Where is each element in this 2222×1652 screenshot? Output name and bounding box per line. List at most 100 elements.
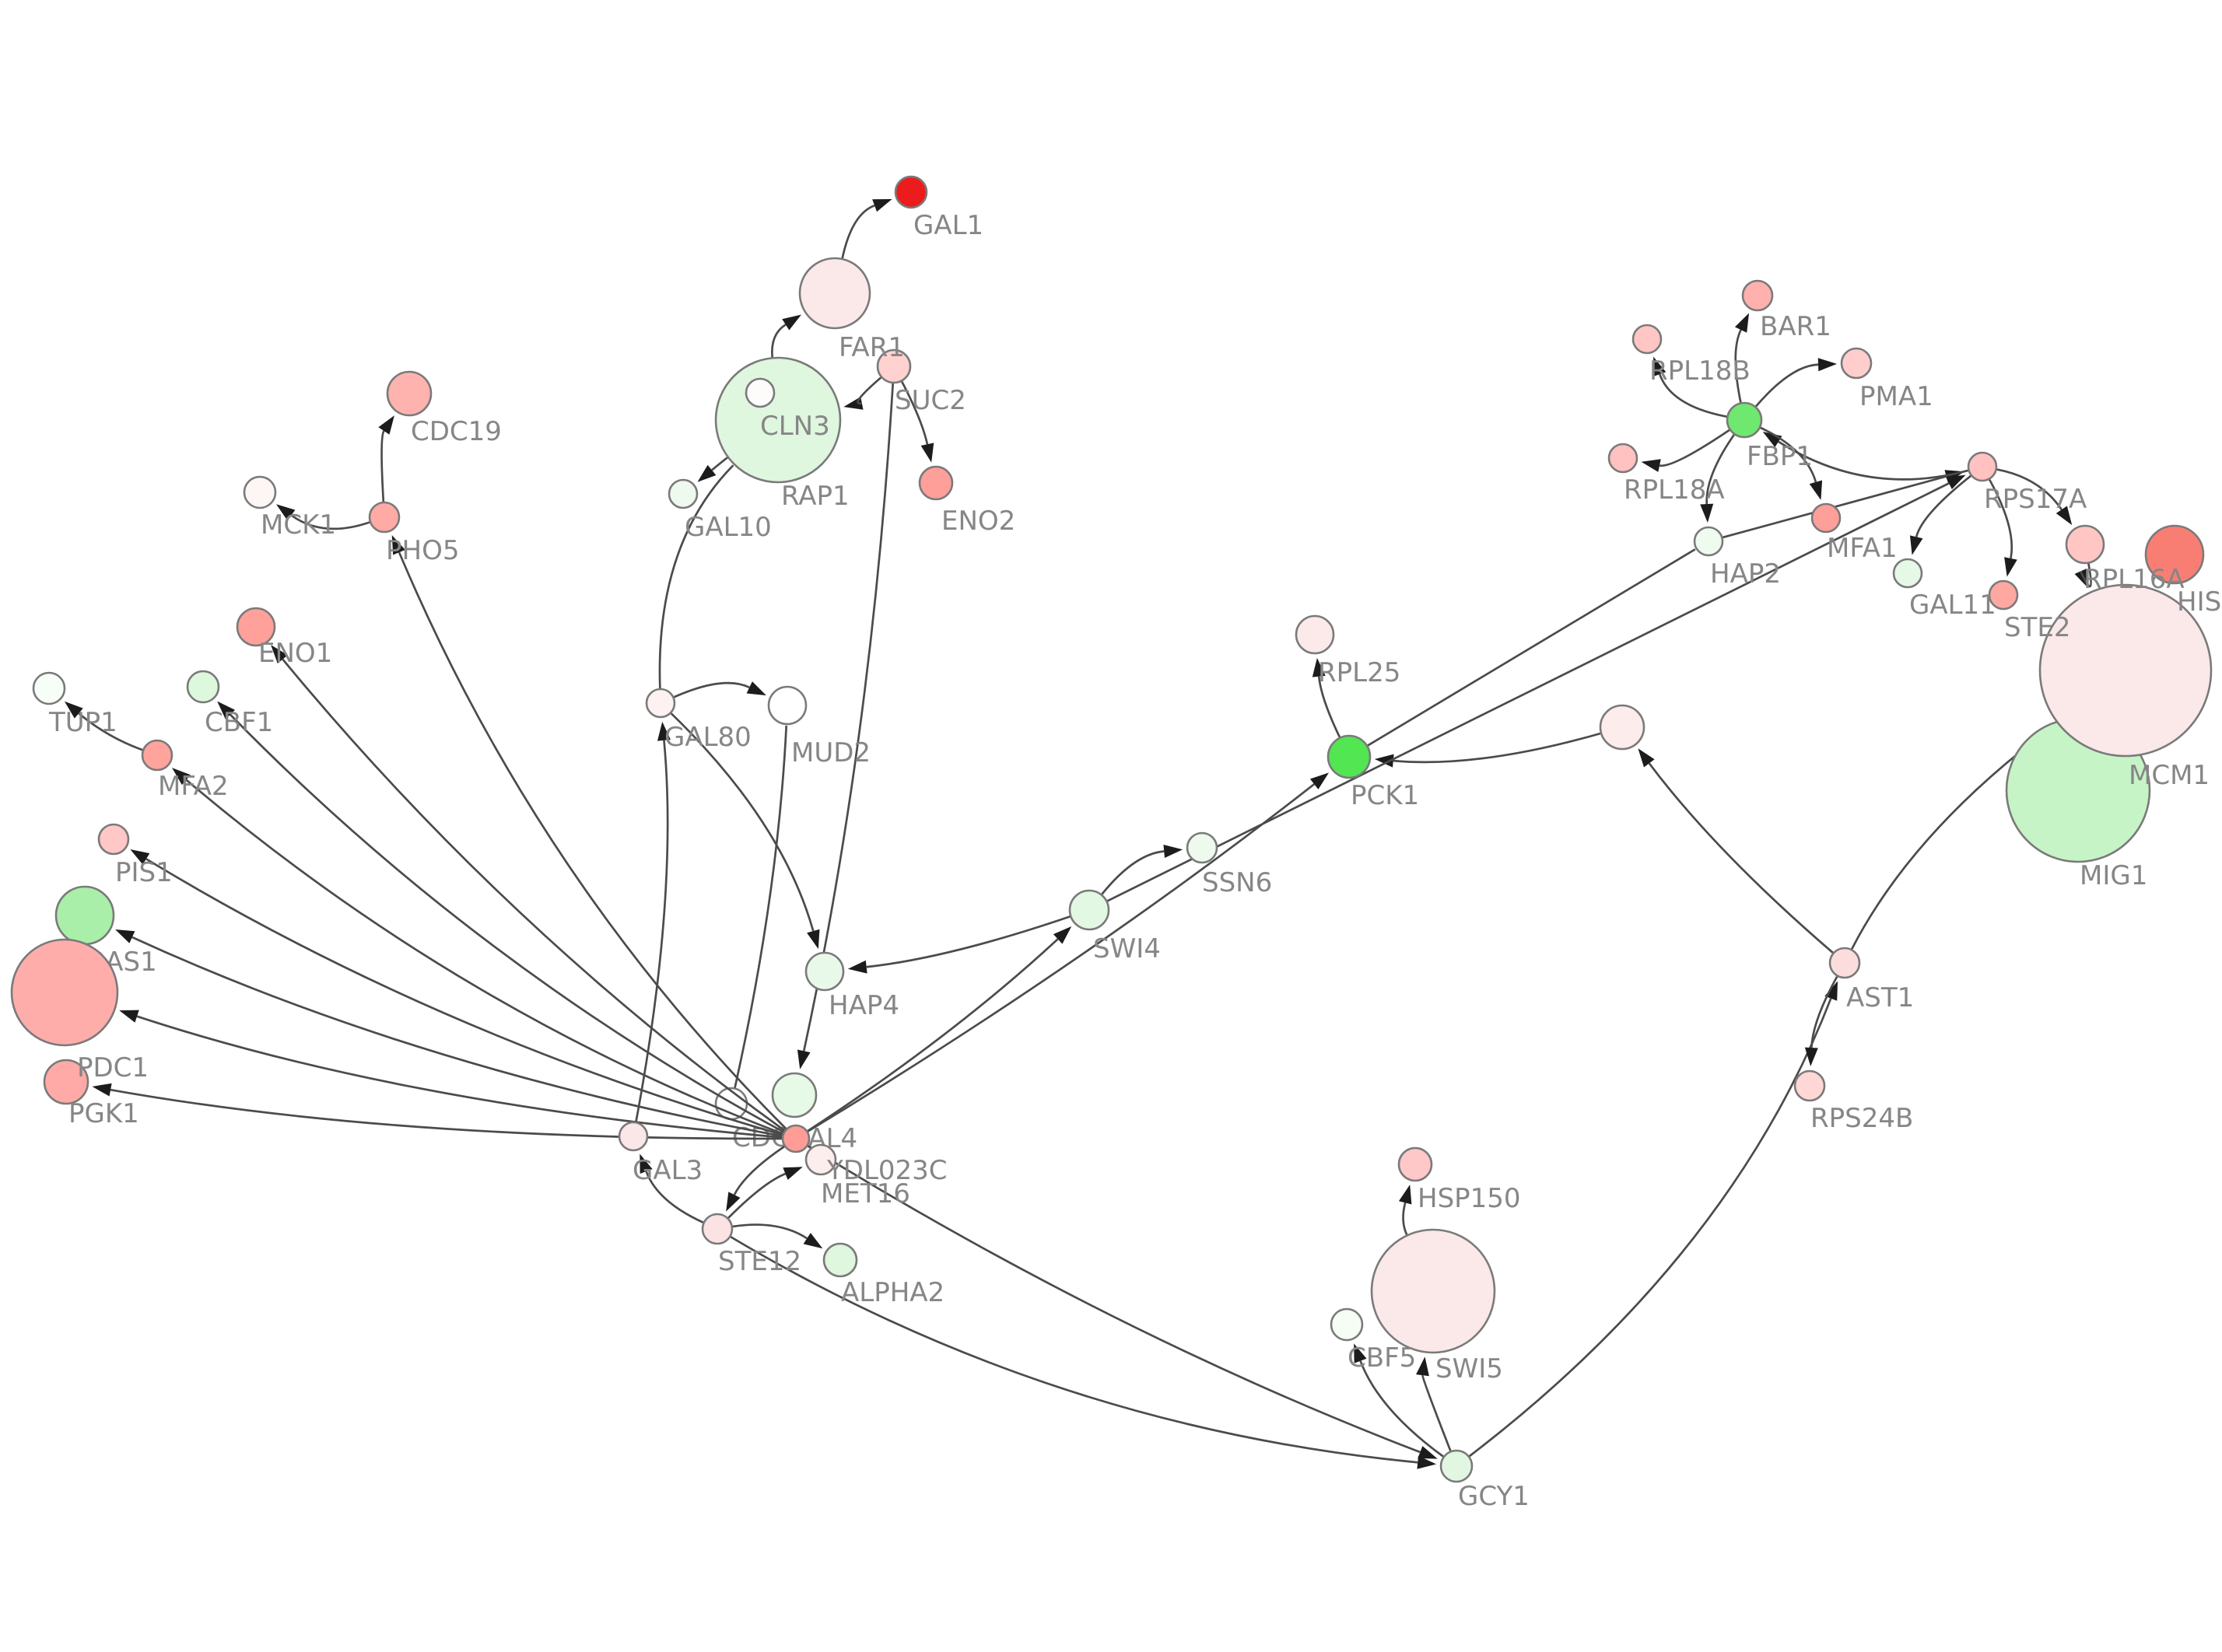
- edge-rpl16a-mcm1[interactable]: [2080, 563, 2092, 588]
- node-pis1[interactable]: [97, 823, 130, 856]
- node-pgk1[interactable]: [43, 1059, 89, 1105]
- edge-gal3-gal80[interactable]: [635, 740, 669, 1122]
- edge-gcy1-swi5[interactable]: [1421, 1374, 1452, 1451]
- node-ste12[interactable]: [701, 1213, 734, 1245]
- edge-pho5-mck1[interactable]: [290, 514, 370, 530]
- node-far1[interactable]: [798, 257, 871, 330]
- edge-gal80-rap1[interactable]: [658, 464, 734, 689]
- node-mfa2[interactable]: [141, 739, 173, 772]
- edge-pck1-hap2[interactable]: [1367, 548, 1696, 747]
- edge-far1-gal1[interactable]: [841, 205, 875, 259]
- node-gal10[interactable]: [668, 478, 699, 509]
- edge-ydl023c-pho5[interactable]: [398, 551, 787, 1130]
- edge-rps17a-gal11[interactable]: [1915, 474, 1971, 537]
- edge-rps17a-fbp1[interactable]: [1778, 440, 1969, 481]
- node-unlabeled[interactable]: [1599, 704, 1645, 751]
- edge-swi4-rps17a[interactable]: [1106, 482, 1950, 902]
- node-alpha2[interactable]: [822, 1242, 858, 1278]
- node-mud2[interactable]: [767, 685, 808, 726]
- node-gal4[interactable]: [771, 1072, 818, 1118]
- node-pho5[interactable]: [368, 501, 401, 534]
- edge-ast1-unl[interactable]: [1648, 762, 1834, 954]
- node-mfa1[interactable]: [1810, 502, 1842, 534]
- node-rpl18b[interactable]: [1631, 324, 1663, 355]
- edge-rap1-gal10[interactable]: [711, 457, 728, 471]
- edge-ydl023c-pgk1[interactable]: [110, 1088, 783, 1140]
- node-ste2[interactable]: [1988, 579, 2019, 611]
- edge-rps17a-rpl16a[interactable]: [1996, 468, 2063, 510]
- node-ydl023c[interactable]: [781, 1124, 811, 1153]
- edge-fbp1-hap2[interactable]: [1705, 434, 1735, 505]
- edge-ydl023c-swi4[interactable]: [807, 938, 1059, 1132]
- edge-mfa2-tup1[interactable]: [78, 712, 143, 751]
- node-cbf1[interactable]: [186, 670, 220, 704]
- edge-swi4-hap4[interactable]: [866, 915, 1071, 968]
- node-cdc19[interactable]: [386, 370, 433, 417]
- edge-ste12-gcy1[interactable]: [730, 1236, 1418, 1464]
- edge-ast1-rps24b[interactable]: [1810, 975, 1838, 1048]
- edge-ydl023c-eno1[interactable]: [282, 658, 786, 1132]
- node-rpl18a[interactable]: [1607, 443, 1638, 474]
- edge-ste12-met16[interactable]: [727, 1172, 786, 1219]
- node-pdc1[interactable]: [10, 938, 119, 1047]
- node-gcy1[interactable]: [1439, 1449, 1474, 1483]
- edge-fbp1-rpl18a[interactable]: [1659, 429, 1730, 467]
- edge-ydl023c-gcy1[interactable]: [807, 1145, 1421, 1454]
- node-met16[interactable]: [804, 1143, 837, 1176]
- edge-ast1-mcm1[interactable]: [1850, 736, 2040, 950]
- node-pma1[interactable]: [1840, 347, 1873, 380]
- node-rpl25[interactable]: [1295, 614, 1335, 655]
- edge-hap2-rps17a[interactable]: [1722, 475, 1947, 539]
- edge-ste12-alpha2[interactable]: [732, 1223, 808, 1240]
- node-his4[interactable]: [2144, 524, 2205, 585]
- edge-rap1-far1[interactable]: [771, 324, 787, 358]
- node-swi4[interactable]: [1068, 889, 1110, 931]
- edge-suc2-rap1[interactable]: [857, 376, 882, 405]
- edge-rps17a-ste2[interactable]: [1988, 478, 2013, 559]
- node-ast1[interactable]: [1828, 947, 1861, 979]
- node-gal3[interactable]: [618, 1121, 649, 1152]
- node-ras1[interactable]: [54, 885, 115, 946]
- node-pck1[interactable]: [1327, 734, 1372, 779]
- node-rpl16a[interactable]: [2065, 524, 2105, 565]
- node-gal1[interactable]: [894, 175, 928, 209]
- node-cbf5[interactable]: [1330, 1307, 1364, 1342]
- edge-gcy1-ast1[interactable]: [1468, 998, 1832, 1458]
- edge-ste12-gal3[interactable]: [645, 1171, 704, 1223]
- node-gal80[interactable]: [645, 688, 676, 719]
- node-suc2[interactable]: [876, 348, 912, 384]
- edge-ydl023c-pck1[interactable]: [807, 783, 1315, 1132]
- edge-gal80-hap4[interactable]: [670, 712, 815, 932]
- edge-swi4-ssn6[interactable]: [1101, 850, 1165, 895]
- edge-fbp1-pma1[interactable]: [1754, 363, 1819, 408]
- node-gal11[interactable]: [1892, 558, 1923, 589]
- edge-gcy1-cbf5[interactable]: [1359, 1360, 1444, 1458]
- node-bar1[interactable]: [1741, 279, 1774, 312]
- edge-ydl023c-pdc1[interactable]: [136, 1015, 783, 1139]
- node-fbp1[interactable]: [1726, 401, 1763, 439]
- edge-pho5-cdc19[interactable]: [380, 430, 385, 502]
- node-mck1[interactable]: [243, 475, 277, 509]
- edge-ydl023c-ras1[interactable]: [131, 936, 783, 1138]
- node-hsp150[interactable]: [1397, 1146, 1433, 1182]
- edge-fbp1-rpl18b[interactable]: [1659, 373, 1727, 418]
- node-mcm1[interactable]: [2038, 583, 2213, 758]
- edge-cdc6-mud2[interactable]: [734, 725, 788, 1088]
- edge-suc2-eno2[interactable]: [900, 380, 929, 445]
- edge-ydl023c-pis1[interactable]: [145, 858, 783, 1136]
- edge-fbp1-bar1[interactable]: [1734, 329, 1742, 403]
- node-tup1[interactable]: [32, 671, 66, 705]
- node-hap4[interactable]: [804, 951, 845, 992]
- edge-fbp1-mfa1[interactable]: [1760, 426, 1817, 483]
- edge-ydl023c-ste12[interactable]: [733, 1145, 785, 1195]
- edge-gal80-mud2[interactable]: [673, 681, 750, 698]
- node-ssn6[interactable]: [1186, 831, 1218, 864]
- edge-ydl023c-mfa2[interactable]: [185, 779, 783, 1135]
- edge-unl-pck1[interactable]: [1393, 732, 1601, 764]
- node-rps24b[interactable]: [1793, 1069, 1826, 1102]
- node-eno2[interactable]: [918, 465, 954, 501]
- edge-swi5-hsp150[interactable]: [1402, 1202, 1408, 1236]
- edge-ydl023c-cbf1[interactable]: [229, 713, 784, 1133]
- edge-pck1-rpl25[interactable]: [1317, 676, 1341, 738]
